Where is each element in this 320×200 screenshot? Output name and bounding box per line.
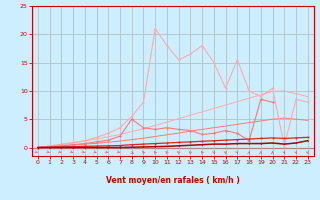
X-axis label: Vent moyen/en rafales ( km/h ): Vent moyen/en rafales ( km/h ) (106, 176, 240, 185)
